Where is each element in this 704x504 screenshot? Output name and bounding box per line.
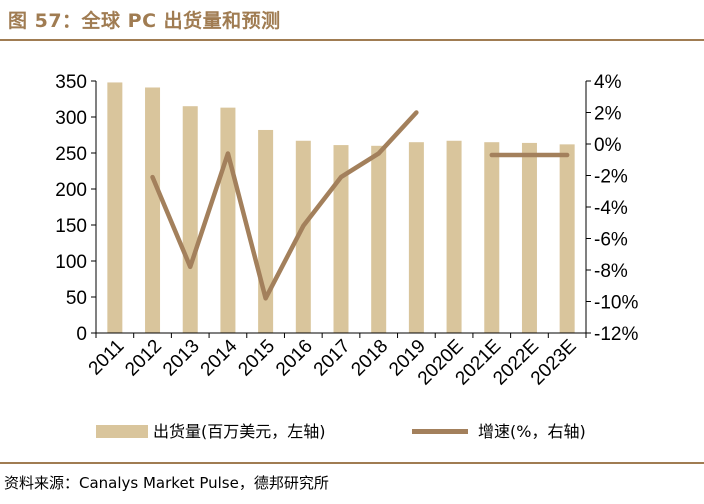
- y-right-tick-label: -8%: [594, 261, 628, 282]
- y-right-tick-label: 2%: [594, 104, 622, 125]
- x-tick-labels: 2011201220132014201520162017201820192020…: [85, 335, 581, 389]
- y-right-tick-label: -4%: [594, 198, 628, 219]
- bar-2017: [333, 145, 349, 333]
- bar-2023E: [559, 144, 575, 333]
- y-left-tick-label: 350: [55, 72, 87, 93]
- bar-2011: [107, 82, 123, 333]
- y-left-tick-label: 300: [55, 108, 87, 129]
- y-left-tick-label: 250: [55, 144, 87, 165]
- bar-2013: [182, 106, 198, 333]
- x-tick-label-2018: 2018: [347, 336, 392, 381]
- figure-title: 图 57：全球 PC 出货量和预测: [8, 10, 281, 32]
- legend-label-shipments: 出货量(百万美元，左轴): [153, 422, 326, 441]
- legend: 出货量(百万美元，左轴) 增速(%，右轴): [96, 422, 586, 441]
- x-tick-label-2017: 2017: [310, 336, 355, 381]
- bar-series: [107, 82, 575, 333]
- bar-2019: [408, 142, 424, 333]
- x-tick-label-2012: 2012: [121, 336, 166, 381]
- y-left-tick-label: 0: [76, 324, 87, 345]
- y-left-tick-label: 200: [55, 180, 87, 201]
- bar-2014: [220, 107, 236, 333]
- shipment-chart: 0 50 100 150 200 250 300 350 -12% -10% -8% -6% -4% -2…: [55, 72, 638, 441]
- x-tick-label-2014: 2014: [197, 335, 242, 380]
- top-divider: [0, 39, 704, 41]
- y-left-tick-label: 150: [55, 216, 87, 237]
- legend-swatch-shipments: [96, 425, 148, 438]
- bar-2018: [371, 145, 387, 333]
- y-right-tick-label: 4%: [594, 72, 622, 93]
- x-tick-label-2015: 2015: [234, 336, 279, 381]
- bar-2016: [295, 140, 311, 333]
- bottom-divider: [0, 462, 704, 464]
- bar-2012: [145, 87, 161, 333]
- y-right-tick-label: -10%: [594, 293, 638, 314]
- x-tick-label-2013: 2013: [159, 336, 204, 381]
- bar-2015: [258, 129, 274, 333]
- source-note: 资料来源：Canalys Market Pulse，德邦研究所: [4, 474, 329, 492]
- y-right-tick-label: -2%: [594, 167, 628, 188]
- y-right-tick-label: -12%: [594, 324, 638, 345]
- legend-label-growth: 增速(%，右轴): [478, 422, 586, 441]
- growth-line-series: [150, 110, 570, 301]
- x-tick-label-2016: 2016: [272, 336, 317, 381]
- y-left-tick-label: 50: [66, 288, 87, 309]
- y-right-tick-label: 0%: [594, 135, 622, 156]
- y-left-tick-label: 100: [55, 252, 87, 273]
- axes: 0 50 100 150 200 250 300 350 -12% -10% -8% -6% -4% -2…: [55, 72, 638, 345]
- growth-line-segment: [150, 110, 419, 301]
- bar-2022E: [521, 142, 537, 333]
- bar-2021E: [484, 142, 500, 333]
- bar-2020E: [446, 140, 462, 333]
- y-right-tick-label: -6%: [594, 230, 628, 251]
- x-tick-label-2011: 2011: [85, 336, 129, 380]
